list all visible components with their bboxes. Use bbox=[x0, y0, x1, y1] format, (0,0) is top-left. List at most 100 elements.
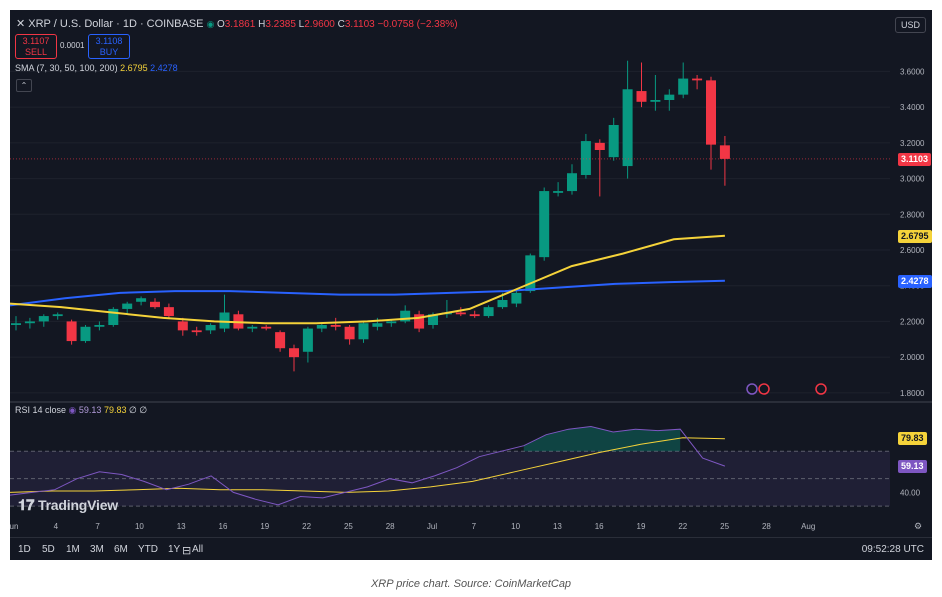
x-tick-label: 4 bbox=[54, 522, 59, 531]
market-status-icon: ◉ bbox=[206, 19, 217, 29]
rsi-label: RSI 14 close bbox=[15, 405, 67, 415]
candle-body bbox=[191, 330, 202, 333]
candle-body bbox=[24, 321, 35, 324]
buy-button[interactable]: 3.1108 BUY bbox=[88, 34, 130, 59]
candle-body bbox=[608, 125, 619, 158]
candle-body bbox=[414, 314, 425, 329]
candle-body bbox=[594, 142, 605, 150]
settings-icon: ⚙ bbox=[914, 522, 922, 532]
range-button-1y[interactable]: 1Y bbox=[168, 544, 181, 555]
candle-body bbox=[706, 80, 716, 145]
price-tick-label: 1.8000 bbox=[900, 389, 925, 398]
lightning-event-icon bbox=[746, 383, 758, 395]
candle-body bbox=[122, 303, 133, 309]
sma-label: SMA (7, 30, 50, 100, 200) bbox=[15, 63, 118, 73]
rsi-eye-icon[interactable]: ◉ bbox=[68, 405, 79, 415]
candle-body bbox=[553, 191, 564, 193]
candle-body bbox=[636, 91, 647, 102]
chart-frame: 3.60003.40003.20003.00002.80002.60002.40… bbox=[10, 10, 932, 560]
clock-time[interactable]: 09:52:28 UTC bbox=[861, 544, 924, 555]
candle-body bbox=[108, 308, 119, 325]
sma-legend[interactable]: SMA (7, 30, 50, 100, 200) 2.6795 2.4278 bbox=[15, 63, 178, 73]
price-chart[interactable]: 3.60003.40003.20003.00002.80002.60002.40… bbox=[10, 10, 932, 560]
candle-body bbox=[358, 323, 369, 340]
spread-value: 0.0001 bbox=[60, 41, 85, 50]
price-tick-label: 2.8000 bbox=[900, 210, 925, 219]
price-tick-label: 2.6000 bbox=[900, 246, 925, 255]
candle-body bbox=[567, 173, 577, 192]
buy-label: BUY bbox=[99, 47, 119, 57]
x-tick-label: 13 bbox=[177, 522, 186, 531]
rsi-line bbox=[10, 425, 726, 506]
range-button-1d[interactable]: 1D bbox=[18, 544, 31, 555]
collapse-legend-button[interactable]: ⌃ bbox=[16, 79, 32, 92]
candle-body bbox=[11, 323, 21, 325]
candle-body bbox=[622, 89, 633, 167]
range-button-1m[interactable]: 1M bbox=[66, 544, 80, 555]
x-tick-label: 13 bbox=[553, 522, 562, 531]
x-tick-label: un bbox=[10, 522, 18, 531]
low-value: 2.9600 bbox=[304, 19, 335, 30]
rsi-legend[interactable]: RSI 14 close ◉ 59.13 79.83 ∅ ∅ bbox=[15, 405, 147, 416]
candle-body bbox=[719, 145, 730, 159]
currency-selector[interactable]: USD bbox=[894, 17, 926, 33]
range-button-3m[interactable]: 3M bbox=[90, 544, 104, 555]
close-icon[interactable]: ✕ bbox=[16, 18, 29, 30]
candle-body bbox=[247, 326, 258, 329]
sma-yellow-line bbox=[10, 234, 725, 325]
range-button-all[interactable]: All bbox=[192, 544, 204, 555]
price-tick-label: 2.0000 bbox=[900, 353, 925, 362]
candle-body bbox=[330, 325, 341, 327]
x-tick-label: Jul bbox=[427, 522, 437, 531]
candle-body bbox=[275, 332, 286, 349]
candle-body bbox=[344, 326, 355, 340]
symbol-title: XRP / U.S. Dollar · 1D · COINBASE bbox=[28, 18, 204, 30]
symbol-header[interactable]: ✕ XRP / U.S. Dollar · 1D · COINBASE ◉ O3… bbox=[16, 17, 458, 30]
rsi-band bbox=[10, 451, 890, 507]
x-tick-label: 22 bbox=[678, 522, 687, 531]
bottom-toolbar: 1D 5D 1M 3M 6M YTD 1Y All ⊟ 09:52:28 UTC bbox=[10, 537, 932, 560]
candle-body bbox=[302, 328, 313, 352]
candle-body bbox=[511, 292, 522, 304]
candle-body bbox=[136, 298, 147, 302]
range-button-ytd[interactable]: YTD bbox=[138, 544, 158, 555]
date-range-icon[interactable]: ⊟ bbox=[182, 545, 192, 557]
price-tick-label: 3.0000 bbox=[900, 175, 925, 184]
price-tick-label: 3.2000 bbox=[900, 139, 925, 148]
ohlc-readout: O3.1861 H3.2385 L2.9600 C3.1103 −0.0758 … bbox=[216, 19, 458, 30]
x-tick-label: 10 bbox=[135, 522, 144, 531]
candle-body bbox=[205, 325, 216, 331]
candle-body bbox=[163, 307, 174, 317]
price-tick-label: 3.4000 bbox=[900, 103, 925, 112]
x-tick-label: 10 bbox=[511, 522, 520, 531]
candle-body bbox=[372, 323, 383, 327]
candle-body bbox=[94, 325, 105, 327]
brand-name: TradingView bbox=[37, 497, 118, 513]
close-value: 3.1103 bbox=[344, 19, 375, 30]
candle-body bbox=[400, 310, 411, 322]
candle-body bbox=[80, 326, 91, 342]
candle-body bbox=[692, 78, 703, 81]
high-value: 3.2385 bbox=[265, 19, 296, 30]
range-button-5d[interactable]: 5D bbox=[42, 544, 55, 555]
rsi-ma-value: 79.83 bbox=[103, 405, 127, 415]
range-button-6m[interactable]: 6M bbox=[114, 544, 128, 555]
price-axis-tag: 2.6795 bbox=[898, 229, 932, 243]
sma-value-blue: 2.4278 bbox=[150, 63, 178, 73]
x-tick-label: 28 bbox=[762, 522, 771, 531]
tradingview-logo[interactable]: 𝟏𝟕 TradingView bbox=[18, 497, 118, 514]
candle-body bbox=[664, 94, 675, 100]
tradingview-mark-icon: 𝟏𝟕 bbox=[18, 497, 35, 514]
sell-button[interactable]: 3.1107 SELL bbox=[15, 34, 57, 59]
x-tick-label: 19 bbox=[260, 522, 269, 531]
x-tick-label: 16 bbox=[219, 522, 228, 531]
candle-body bbox=[66, 321, 77, 342]
candle-body bbox=[38, 316, 49, 322]
candle-body bbox=[580, 141, 591, 175]
candle-body bbox=[316, 325, 327, 329]
candle-body bbox=[525, 255, 536, 292]
rsi-overbought-fill bbox=[523, 426, 681, 452]
sma-blue-line bbox=[10, 279, 725, 307]
rsi-axis-tag: 59.13 bbox=[898, 460, 927, 474]
us-flag-event-icon bbox=[815, 383, 827, 395]
